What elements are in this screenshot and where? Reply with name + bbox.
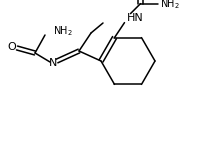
Text: NH$_2$: NH$_2$ bbox=[160, 0, 180, 11]
Text: O: O bbox=[8, 42, 16, 52]
Text: NH$_2$: NH$_2$ bbox=[53, 24, 73, 38]
Text: N: N bbox=[49, 58, 57, 68]
Text: HN: HN bbox=[126, 13, 143, 23]
